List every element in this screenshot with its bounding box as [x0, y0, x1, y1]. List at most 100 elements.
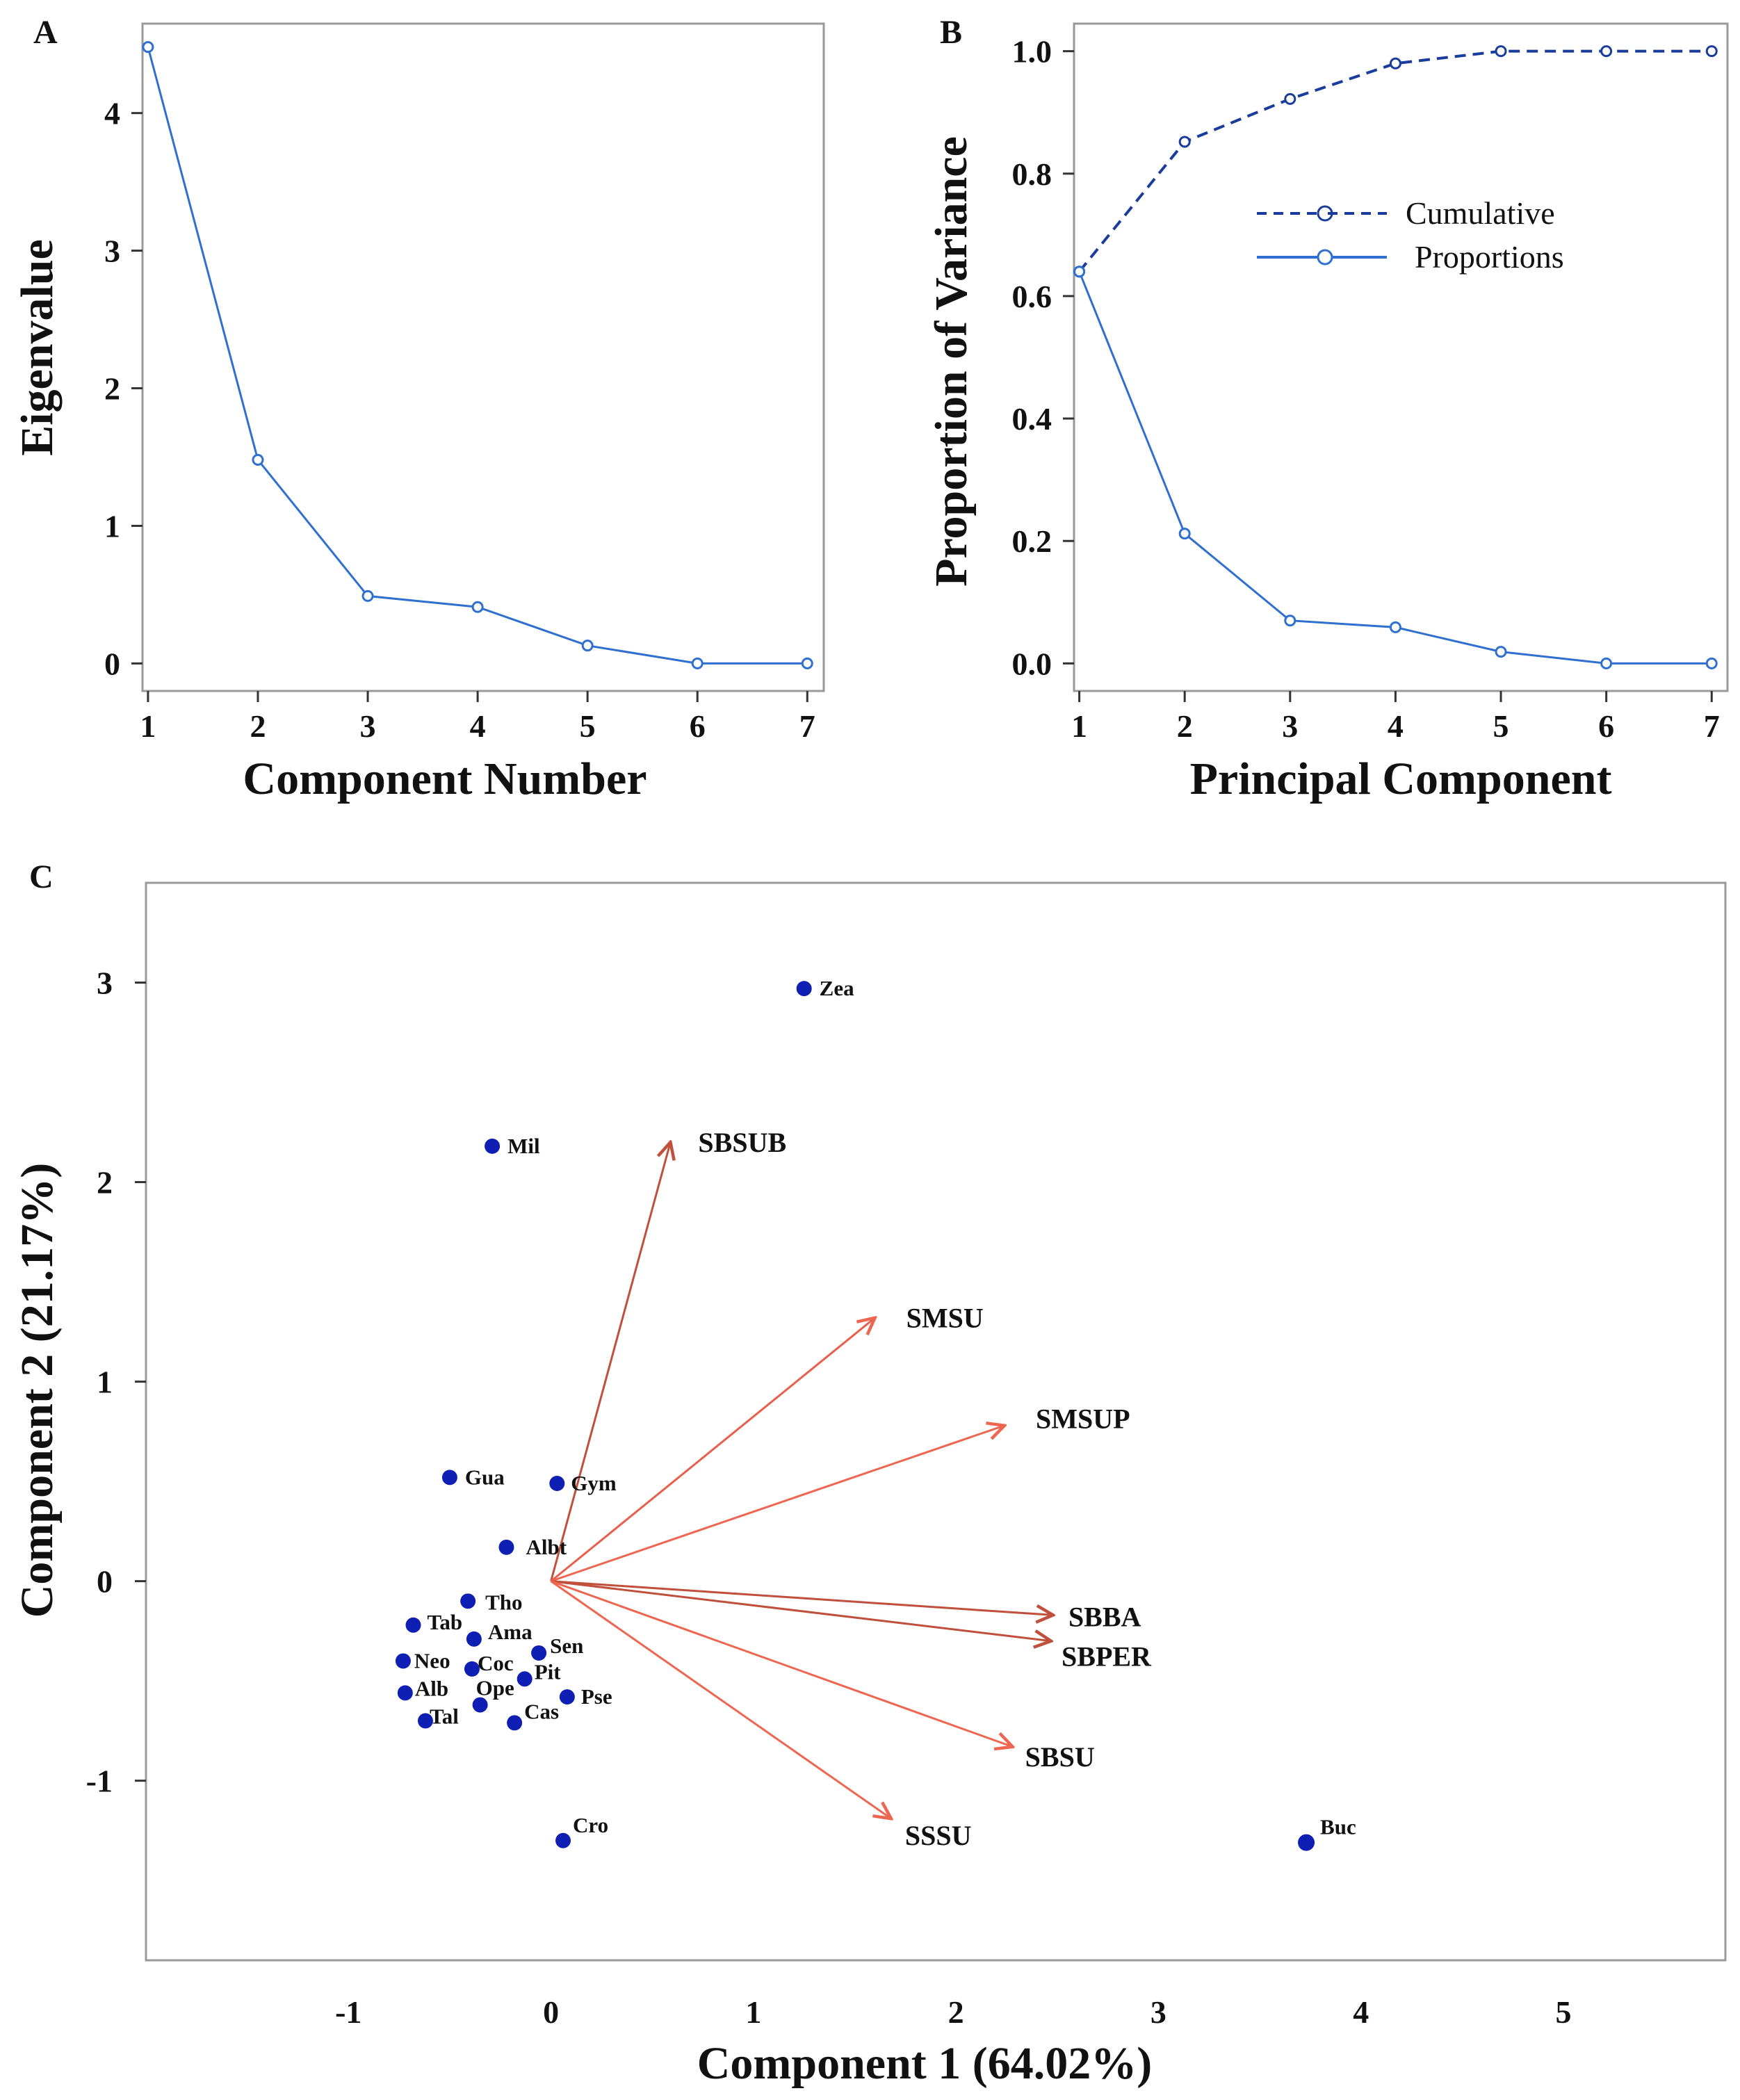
point-label-sen: Sen — [550, 1634, 583, 1658]
panel-a-y-axis: 0 1 2 3 4 — [104, 96, 143, 681]
panel-a-series — [142, 41, 813, 669]
point-label-ama: Ama — [488, 1620, 532, 1644]
x-tick-label: 7 — [799, 708, 815, 744]
series-line-cumulative — [1078, 49, 1712, 272]
point-ama — [466, 1631, 482, 1647]
x-tick-label: 6 — [690, 708, 706, 744]
point-label-cas: Cas — [524, 1699, 559, 1723]
vector-sbsu — [551, 1580, 1013, 1747]
series-point-cumulative — [1284, 92, 1296, 105]
panel-c-x-label: Component 1 (64.02%) — [697, 2038, 1153, 2089]
x-tick-label: 2 — [1177, 708, 1193, 744]
point-zea — [796, 981, 812, 997]
panel-a-frame — [141, 22, 825, 692]
vector-label-sbsu: SBSU — [1025, 1741, 1095, 1773]
y-tick-label: 2 — [104, 371, 120, 407]
point-label-alb: Alb — [415, 1676, 448, 1700]
point-tal — [417, 1713, 433, 1729]
point-label-coc: Coc — [478, 1651, 514, 1675]
vector-sbsub — [550, 1142, 671, 1582]
series-point-eigenvalue — [581, 640, 594, 652]
point-tho — [460, 1593, 476, 1609]
vector-sbba — [551, 1580, 1053, 1615]
series-point-proportions — [1073, 266, 1086, 278]
y-tick-label: 0.6 — [1012, 279, 1052, 314]
legend-proportions-label: Proportions — [1415, 239, 1564, 275]
x-tick-label: 3 — [360, 708, 376, 744]
vector-sbper — [551, 1580, 1051, 1641]
x-tick-label: -1 — [335, 1994, 361, 2030]
vector-label-sbsub: SBSUB — [698, 1127, 786, 1158]
point-label-cro: Cro — [573, 1813, 608, 1837]
point-ope — [472, 1697, 488, 1713]
y-tick-label: 1 — [97, 1365, 113, 1400]
point-label-neo: Neo — [414, 1648, 450, 1672]
panel-a-x-axis: 1 2 3 4 5 6 7 — [140, 691, 815, 744]
point-cro — [555, 1832, 571, 1848]
panel-a-x-label: Component Number — [243, 754, 647, 804]
series-point-proportions — [1389, 621, 1401, 633]
point-label-ope: Ope — [476, 1676, 514, 1700]
y-tick-label: 0 — [104, 646, 120, 681]
point-label-pit: Pit — [535, 1659, 562, 1684]
point-label-mil: Mil — [507, 1134, 540, 1158]
panel-c-score-points: Zea Mil Gua Gym Albt Tho Tab Ama Neo Coc Sen Alb Ope… — [395, 976, 1356, 1851]
point-alb — [397, 1685, 413, 1701]
series-point-eigenvalue — [142, 41, 154, 54]
series-point-cumulative — [1178, 136, 1191, 148]
panel-c-frame — [145, 881, 1727, 1962]
series-point-eigenvalue — [801, 657, 813, 669]
panel-letter-a: A — [33, 14, 58, 51]
point-label-tal: Tal — [430, 1704, 459, 1729]
point-albt — [498, 1539, 514, 1555]
panel-a-y-label: Eigenvalue — [12, 239, 63, 456]
vector-smsup — [551, 1426, 1005, 1583]
legend-proportions-marker — [1317, 249, 1333, 266]
point-pit — [517, 1671, 532, 1687]
point-gua — [441, 1470, 457, 1486]
point-mil — [485, 1138, 501, 1154]
point-label-albt: Albt — [526, 1535, 567, 1559]
series-line-eigenvalue — [147, 47, 808, 665]
point-label-gua: Gua — [465, 1465, 505, 1489]
point-buc — [1298, 1834, 1315, 1851]
y-tick-label: 3 — [97, 966, 113, 1001]
x-tick-label: 7 — [1704, 708, 1720, 744]
series-point-proportions — [1600, 657, 1613, 669]
y-tick-label: 2 — [97, 1165, 113, 1200]
vector-label-sssu: SSSU — [905, 1820, 972, 1851]
point-pse — [559, 1689, 575, 1705]
legend-cumulative-label: Cumulative — [1406, 195, 1555, 231]
x-tick-label: 2 — [948, 1994, 964, 2030]
panel-b-legend: Cumulative Proportions — [1257, 195, 1564, 275]
panel-c: C -1 0 1 2 3 -1 0 1 2 3 4 5 SBSUB SMSU SMSUP SBBA SBPE… — [12, 858, 1727, 2089]
x-tick-label: 2 — [250, 708, 266, 744]
y-tick-label: 0 — [97, 1564, 113, 1600]
vector-label-sbba: SBBA — [1068, 1601, 1141, 1632]
x-tick-label: 5 — [580, 708, 596, 744]
panel-letter-b: B — [940, 14, 962, 51]
panel-b-y-label: Proportion of Variance — [926, 136, 977, 587]
point-label-pse: Pse — [581, 1684, 612, 1709]
vector-label-smsu: SMSU — [906, 1303, 984, 1334]
series-point-eigenvalue — [252, 453, 264, 466]
vector-label-smsup: SMSUP — [1036, 1403, 1130, 1435]
series-point-eigenvalue — [361, 589, 374, 602]
series-point-proportions — [1284, 614, 1296, 627]
panel-b-series — [1073, 45, 1718, 669]
x-tick-label: 3 — [1282, 708, 1298, 744]
point-label-gym: Gym — [571, 1471, 617, 1495]
panel-b-x-label: Principal Component — [1190, 754, 1612, 804]
x-tick-label: 6 — [1598, 708, 1614, 744]
y-tick-label: -1 — [86, 1764, 113, 1799]
x-tick-label: 0 — [543, 1994, 559, 2030]
point-sen — [531, 1645, 547, 1661]
y-tick-label: 1 — [104, 508, 120, 544]
vector-label-sbper: SBPER — [1062, 1641, 1152, 1672]
point-tab — [405, 1617, 421, 1633]
panel-b-frame — [1073, 22, 1729, 692]
series-point-eigenvalue — [691, 657, 704, 669]
panel-c-x-axis: -1 0 1 2 3 4 5 — [335, 1994, 1571, 2030]
